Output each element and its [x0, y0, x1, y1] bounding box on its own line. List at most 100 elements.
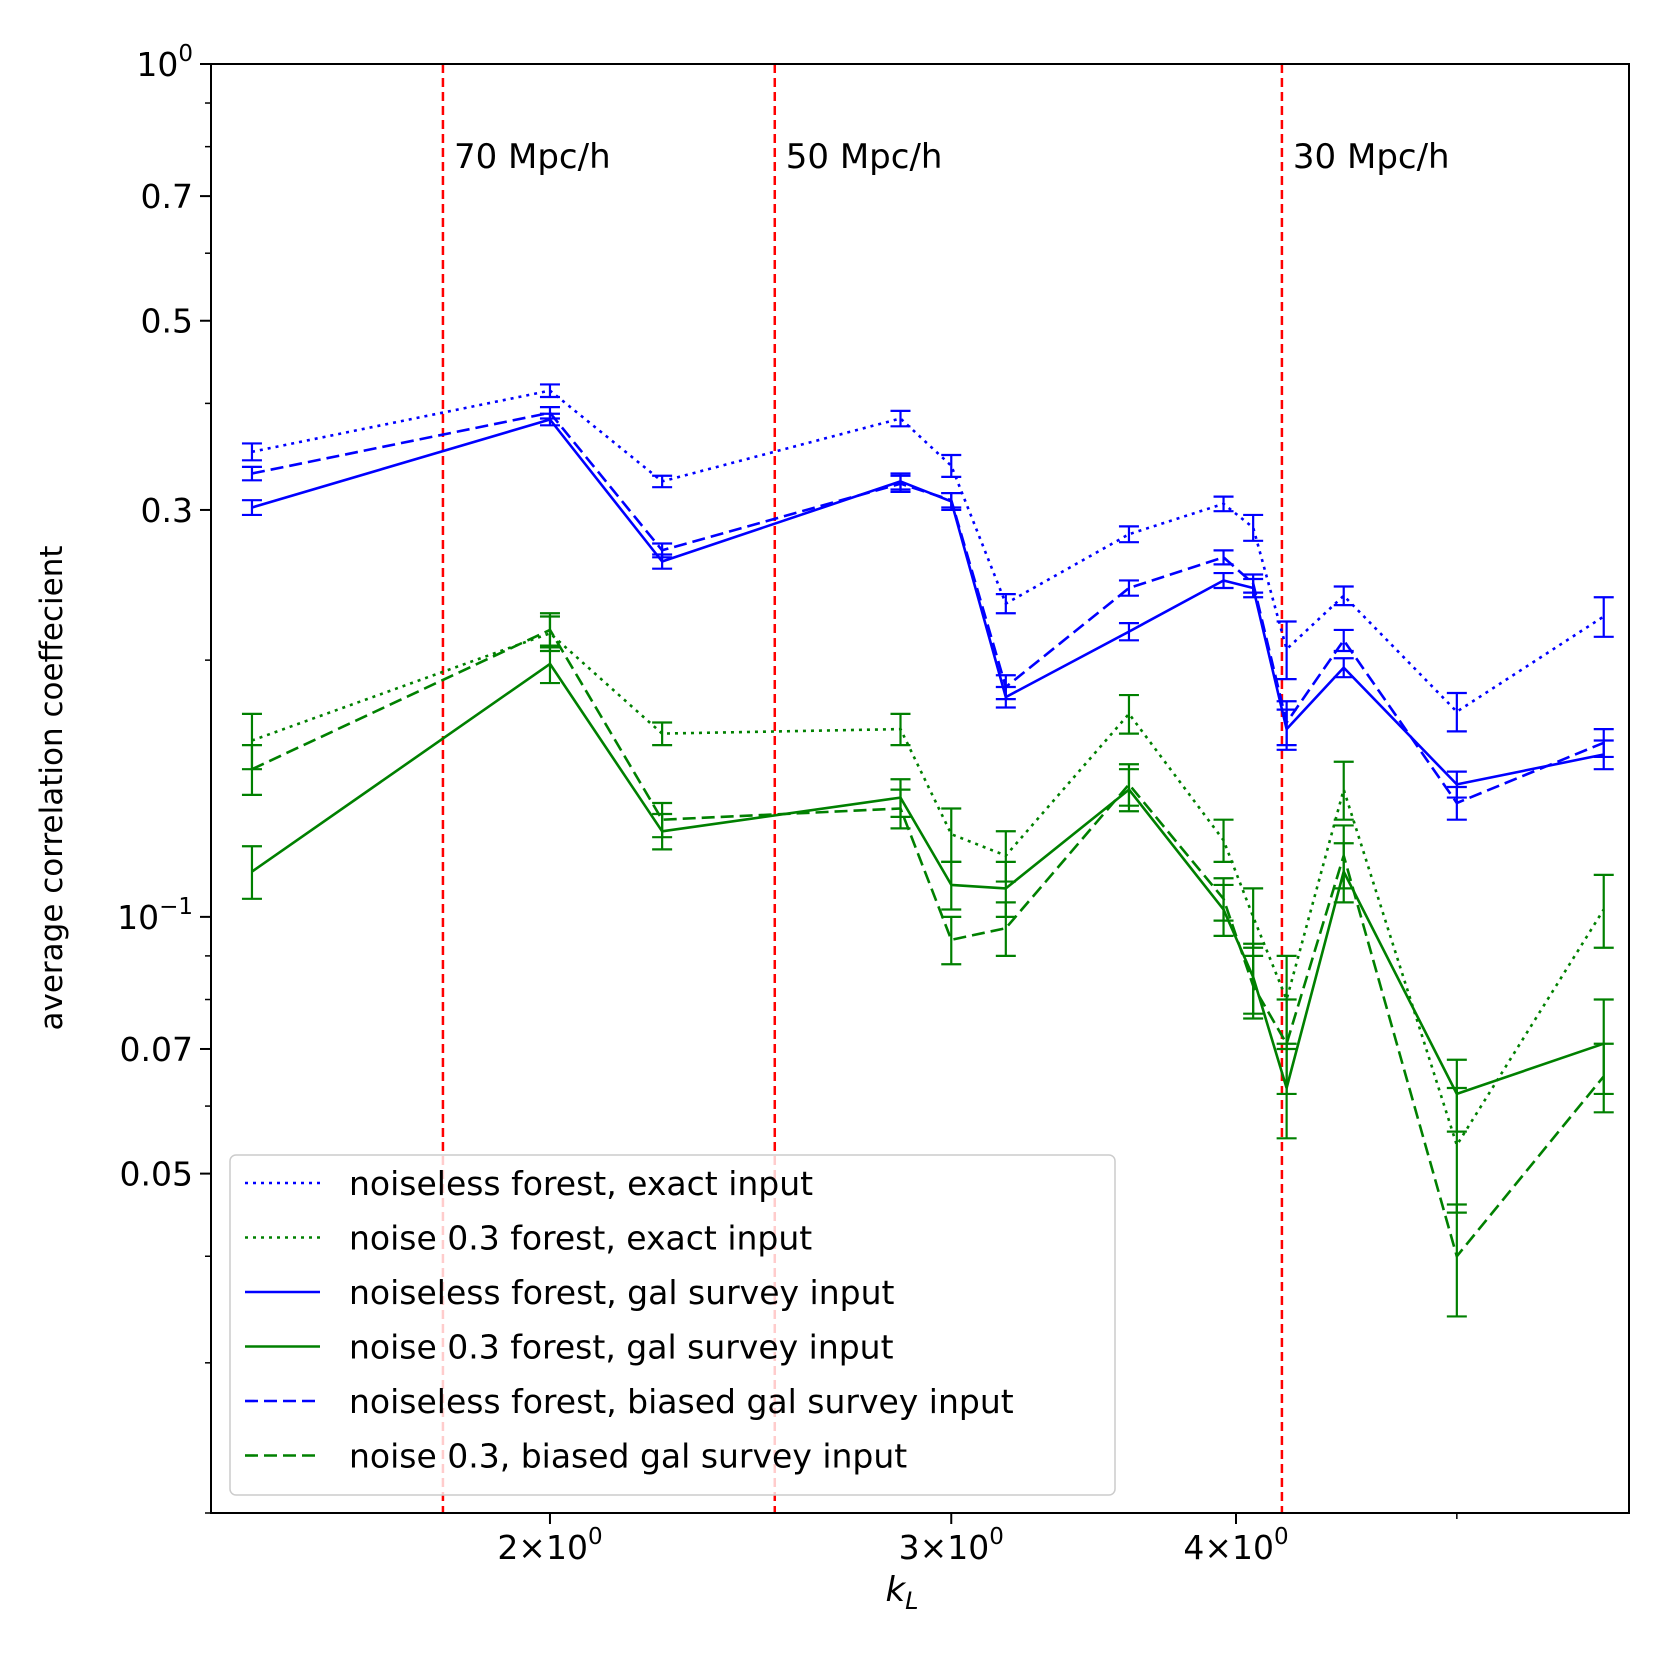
error-bar — [941, 860, 962, 911]
error-bar — [890, 712, 911, 747]
error-bar — [241, 744, 262, 796]
legend-label-4: noiseless forest, biased gal survey inpu… — [349, 1382, 1014, 1421]
plot-frame — [210, 63, 1630, 1514]
error-bar — [1213, 495, 1234, 513]
error-bar — [1213, 818, 1234, 863]
y-tick-label: 100 — [136, 41, 193, 84]
series-2 — [241, 412, 1614, 799]
x-tick-label: 3×100 — [899, 1524, 1004, 1567]
error-bar — [1118, 693, 1139, 735]
error-bar — [539, 406, 560, 420]
error-bar — [941, 807, 962, 863]
error-bar — [890, 788, 911, 830]
y-tick-label: 0.07 — [120, 1030, 193, 1069]
x-tick-label-base: 3×10 — [899, 1528, 990, 1567]
series-4 — [241, 406, 1614, 821]
legend-label-3: noise 0.3 forest, gal survey input — [349, 1328, 894, 1367]
series-0 — [241, 383, 1614, 733]
x-axis-label-sub: L — [905, 1587, 918, 1615]
series-line-0 — [251, 389, 1605, 713]
error-bar — [941, 915, 962, 966]
error-bar — [1446, 1058, 1467, 1133]
y-tick-label: 0.05 — [120, 1155, 193, 1194]
series-line-4 — [251, 411, 1605, 805]
error-bar — [652, 474, 673, 489]
error-bar — [241, 465, 262, 482]
error-bar — [652, 721, 673, 747]
error-bar — [1213, 877, 1234, 922]
error-bar — [241, 845, 262, 900]
y-tick-label-exp: 0 — [178, 41, 193, 67]
scale-line-label-0: 70 Mpc/h — [454, 137, 611, 177]
error-bar — [539, 612, 560, 649]
error-bar — [1213, 571, 1234, 590]
error-bar — [1593, 596, 1614, 638]
error-bar — [890, 409, 911, 428]
error-bar — [1243, 573, 1264, 594]
error-bar — [1118, 622, 1139, 642]
y-axis-label: average correlation coeffecient — [34, 546, 70, 1031]
x-tick-label-exp: 0 — [989, 1524, 1004, 1550]
x-tick-label-base: 4×10 — [1183, 1528, 1274, 1567]
error-bar — [941, 453, 962, 478]
x-tick-label-exp: 0 — [588, 1524, 603, 1550]
error-bar — [995, 593, 1016, 615]
x-tick-label-exp: 0 — [1274, 1524, 1289, 1550]
error-bar — [652, 542, 673, 559]
error-bar — [241, 499, 262, 517]
error-bar — [1243, 954, 1264, 1020]
error-bar — [1243, 887, 1264, 949]
error-bar — [1243, 513, 1264, 542]
series-1 — [241, 615, 1614, 1214]
y-tick-label-base: 10 — [136, 45, 178, 84]
series-layer — [241, 383, 1614, 1318]
legend-box — [229, 1154, 1116, 1496]
legend-label-0: noiseless forest, exact input — [349, 1164, 813, 1203]
error-bar — [1593, 728, 1614, 759]
legend: noiseless forest, exact input noise 0.3 f… — [229, 1154, 1116, 1496]
error-bar — [1593, 1042, 1614, 1114]
x-tick-label-base: 2×10 — [497, 1528, 588, 1567]
error-bar — [1446, 691, 1467, 733]
legend-label-1: noise 0.3 forest, exact input — [349, 1219, 812, 1258]
error-bar — [890, 474, 911, 493]
error-bar — [1276, 998, 1297, 1096]
scale-line-label-1: 50 Mpc/h — [786, 137, 943, 177]
error-bar — [1333, 628, 1354, 653]
error-bar — [1593, 873, 1614, 949]
x-axis-label-main: k — [885, 1570, 906, 1610]
error-bar — [1276, 700, 1297, 747]
y-tick-label: 0.3 — [141, 491, 193, 530]
x-tick-label: 4×100 — [1183, 1524, 1288, 1567]
error-bar — [941, 491, 962, 509]
legend-label-5: noise 0.3, biased gal survey input — [349, 1437, 907, 1476]
error-bar — [1333, 824, 1354, 890]
y-tick-label: 10−1 — [117, 894, 193, 937]
x-tick-label: 2×100 — [497, 1524, 602, 1567]
error-bar — [1333, 585, 1354, 607]
x-axis: 2×100 3×100 4×100 — [497, 1513, 1458, 1567]
error-bar — [1333, 657, 1354, 679]
error-bar — [652, 801, 673, 839]
error-bar — [1333, 760, 1354, 821]
error-bar — [1446, 785, 1467, 821]
error-bar — [241, 442, 262, 462]
y-tick-label-base: 10 — [117, 898, 159, 937]
error-bar — [995, 901, 1016, 957]
y-tick-label: 0.7 — [141, 177, 193, 216]
x-axis-label: kL — [885, 1570, 918, 1615]
error-bar — [1276, 620, 1297, 681]
error-bar — [1213, 549, 1234, 566]
error-bar — [539, 383, 560, 399]
y-tick-label-exp: −1 — [159, 894, 193, 920]
series-5 — [241, 612, 1614, 1318]
error-bar — [1446, 1203, 1467, 1318]
legend-label-2: noiseless forest, gal survey input — [349, 1273, 894, 1312]
error-bar — [1118, 579, 1139, 597]
scale-line-label-2: 30 Mpc/h — [1293, 137, 1450, 177]
error-bar — [1118, 763, 1139, 807]
y-tick-label: 0.5 — [141, 302, 193, 341]
error-bar — [995, 674, 1016, 701]
